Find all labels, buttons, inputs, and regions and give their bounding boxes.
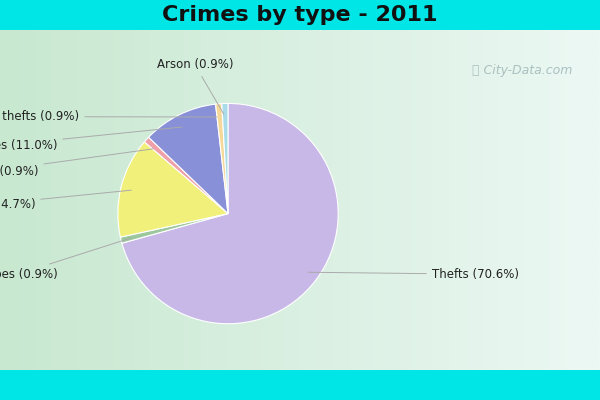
Text: Burglaries (11.0%): Burglaries (11.0%) xyxy=(0,127,182,152)
Wedge shape xyxy=(121,214,228,243)
Text: Crimes by type - 2011: Crimes by type - 2011 xyxy=(162,5,438,25)
Text: Assaults (14.7%): Assaults (14.7%) xyxy=(0,190,131,211)
Wedge shape xyxy=(222,104,228,214)
Wedge shape xyxy=(149,104,228,214)
Text: Thefts (70.6%): Thefts (70.6%) xyxy=(308,268,519,281)
Text: Rapes (0.9%): Rapes (0.9%) xyxy=(0,238,131,281)
Text: ⓘ City-Data.com: ⓘ City-Data.com xyxy=(472,64,572,77)
Wedge shape xyxy=(215,104,228,214)
Text: Auto thefts (0.9%): Auto thefts (0.9%) xyxy=(0,110,217,123)
Wedge shape xyxy=(145,137,228,214)
Wedge shape xyxy=(118,142,228,237)
Wedge shape xyxy=(122,104,338,324)
Text: Robberies (0.9%): Robberies (0.9%) xyxy=(0,149,154,178)
Text: Arson (0.9%): Arson (0.9%) xyxy=(157,58,233,114)
